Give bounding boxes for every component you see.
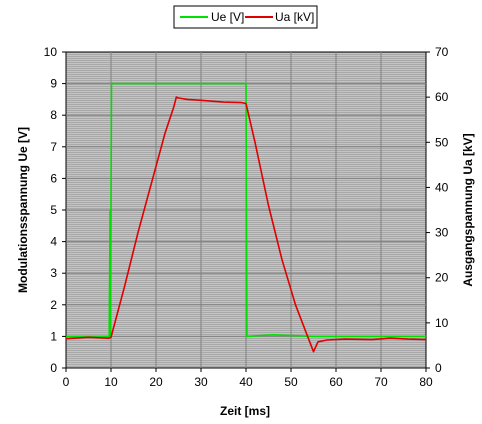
x-tick-label: 20	[149, 375, 163, 389]
x-tick-label: 80	[419, 375, 433, 389]
legend-ua-label: Ua [kV]	[275, 10, 314, 24]
x-tick-label: 0	[63, 375, 70, 389]
y-axis-right-title: Ausgangspannung Ua [kV]	[461, 133, 475, 286]
y-left-tick-label: 2	[50, 298, 57, 312]
y-right-tick-label: 30	[435, 226, 449, 240]
x-tick-label: 50	[284, 375, 298, 389]
y-left-tick-label: 5	[50, 203, 57, 217]
y-left-tick-label: 8	[50, 108, 57, 122]
y-axis-left: 0 1 2 3 4 5 6 7 8 9 10	[44, 45, 66, 375]
y-left-tick-label: 1	[50, 329, 57, 343]
x-tick-label: 40	[239, 375, 253, 389]
legend-ue-label: Ue [V]	[211, 10, 244, 24]
y-right-tick-label: 40	[435, 180, 449, 194]
x-axis-title: Zeit [ms]	[220, 404, 270, 418]
y-axis-right: 0 10 20 30 40 50 60 70	[426, 45, 449, 375]
y-left-tick-label: 6	[50, 171, 57, 185]
y-left-tick-label: 10	[44, 45, 58, 59]
x-tick-label: 10	[104, 375, 118, 389]
y-left-tick-label: 4	[50, 235, 57, 249]
x-axis: 0 10 20 30 40 50 60 70 80	[63, 368, 433, 389]
y-left-tick-label: 7	[50, 140, 57, 154]
y-right-tick-label: 10	[435, 316, 449, 330]
series-line-ua	[65, 96, 427, 353]
y-left-tick-label: 9	[50, 77, 57, 91]
y-right-tick-label: 20	[435, 271, 449, 285]
y-axis-left-title: Modulationsspannung Ue [V]	[16, 127, 30, 293]
y-right-tick-label: 70	[435, 45, 449, 59]
series-layer	[65, 82, 427, 353]
y-right-tick-label: 50	[435, 135, 449, 149]
y-right-tick-label: 0	[435, 361, 442, 375]
y-left-tick-label: 0	[50, 361, 57, 375]
x-tick-label: 60	[329, 375, 343, 389]
y-right-tick-label: 60	[435, 90, 449, 104]
x-tick-label: 70	[374, 375, 388, 389]
legend: Ue [V] Ua [kV]	[173, 5, 318, 29]
series-line-ue	[66, 82, 426, 338]
y-left-tick-label: 3	[50, 266, 57, 280]
x-tick-label: 30	[194, 375, 208, 389]
